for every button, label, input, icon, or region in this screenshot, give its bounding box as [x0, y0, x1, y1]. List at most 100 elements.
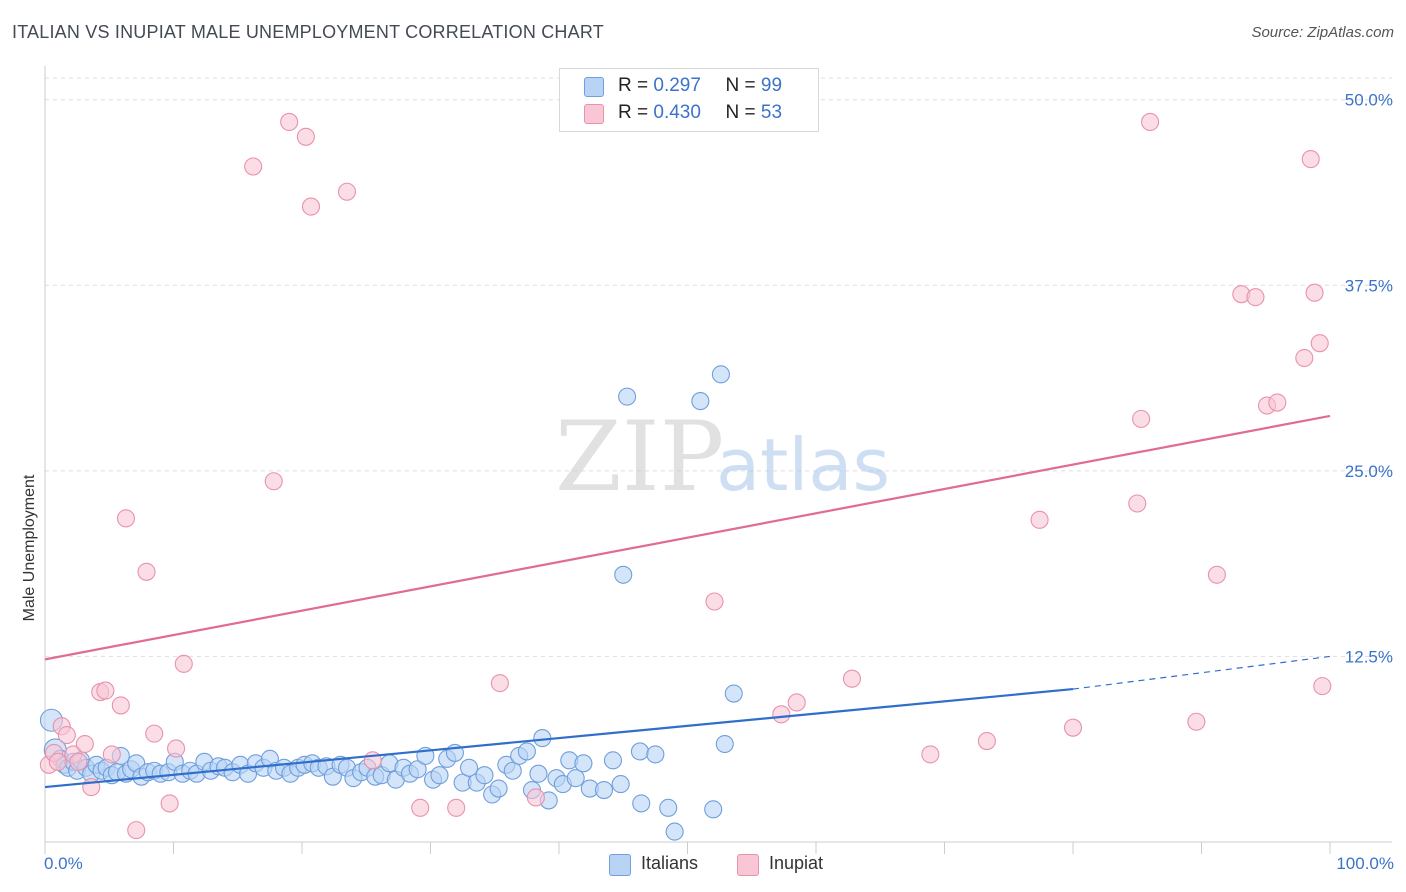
italians-point [459, 758, 479, 777]
italians-point [614, 565, 633, 584]
inupiat-point [1295, 348, 1314, 368]
italians-point [665, 822, 684, 841]
watermark-zip: ZIP [555, 401, 724, 513]
italians-trend-line [44, 687, 1074, 789]
inupiat-point [772, 705, 791, 724]
inupiat-point [787, 693, 806, 712]
x-tick-label: 0.0% [44, 854, 83, 873]
inupiat-trend-line [44, 414, 1331, 661]
inupiat-point [1128, 494, 1147, 513]
italians-point [715, 734, 734, 754]
inupiat-point [280, 112, 299, 132]
italians-point [618, 387, 637, 406]
inupiat-point [1305, 283, 1324, 302]
italians-swatch-icon [584, 77, 604, 97]
inupiat-point [264, 472, 283, 491]
legend-n-value: 53 [760, 102, 783, 123]
inupiat-point [57, 726, 76, 745]
italians-point [630, 742, 650, 761]
legend-r-value: 0.297 [653, 75, 701, 96]
inupiat-point [921, 745, 940, 764]
legend-label-italians: Italians [641, 853, 699, 873]
x-tick-label: 100.0% [1336, 854, 1394, 873]
inupiat-swatch-icon [584, 104, 604, 124]
chart-title: ITALIAN VS INUPIAT MALE UNEMPLOYMENT COR… [12, 22, 604, 42]
inupiat-point [1207, 565, 1226, 584]
watermark-atlas: atlas [716, 423, 890, 507]
legend-r-label: R = [618, 75, 649, 96]
inupiat-point [167, 739, 186, 758]
inupiat-point [160, 794, 179, 813]
italians-point [529, 764, 548, 783]
inupiat-point [1246, 288, 1265, 307]
inupiat-point [75, 734, 94, 754]
inupiat-swatch-icon [737, 854, 759, 876]
italians-point [724, 684, 743, 703]
italians-point [566, 769, 585, 788]
italians-point [517, 742, 536, 761]
italians-point [603, 751, 623, 770]
inupiat-point [69, 752, 88, 771]
legend-n-label: N = [725, 102, 756, 123]
italians-point [430, 766, 449, 785]
inupiat-point [111, 696, 130, 715]
inupiat-point [102, 745, 121, 764]
inupiat-point [48, 752, 67, 771]
inupiat-point [137, 562, 156, 581]
inupiat-point [296, 127, 315, 146]
legend-r-value: 0.430 [653, 102, 701, 123]
italians-point [574, 754, 593, 773]
inupiat-point [977, 731, 996, 751]
inupiat-point [705, 592, 724, 611]
inupiat-point [1313, 677, 1332, 696]
watermark: ZIP atlas [555, 401, 890, 513]
italians-point [475, 766, 494, 785]
inupiat-point [490, 674, 509, 693]
inupiat-point [1268, 393, 1287, 412]
italians-point [704, 800, 723, 819]
italians-trend-extension [1072, 655, 1331, 690]
inupiat-point [1063, 718, 1083, 737]
y-tick-label: 50.0% [1345, 91, 1393, 110]
inupiat-point [116, 509, 136, 528]
series-inupiat-points [39, 112, 1332, 840]
chart-source: Source: ZipAtlas.com [1251, 24, 1394, 41]
y-axis-label: Male Unemployment [21, 474, 38, 621]
inupiat-point [301, 197, 321, 216]
inupiat-point [127, 821, 146, 840]
inupiat-point [174, 654, 193, 673]
italians-point [611, 775, 630, 794]
trend-lines [44, 414, 1331, 789]
inupiat-point [447, 798, 466, 817]
italians-point [659, 798, 678, 817]
italians-swatch-icon [609, 854, 631, 876]
inupiat-point [145, 724, 164, 743]
legend-r-label: R = [618, 102, 649, 123]
italians-point [489, 779, 508, 798]
italians-point [711, 365, 730, 384]
inupiat-point [842, 669, 862, 688]
y-tick-label: 37.5% [1345, 276, 1393, 295]
italians-point [691, 392, 710, 411]
italians-point [594, 780, 614, 800]
inupiat-point [1141, 112, 1160, 132]
italians-point [408, 760, 427, 779]
inupiat-point [337, 182, 357, 201]
inupiat-point [1187, 712, 1206, 731]
inupiat-point [1132, 409, 1151, 428]
y-tick-label: 12.5% [1345, 647, 1393, 666]
inupiat-point [1030, 510, 1049, 529]
inupiat-point [526, 788, 545, 807]
inupiat-point [411, 798, 430, 817]
italians-point [646, 745, 665, 764]
legend-label-inupiat: Inupiat [769, 853, 824, 873]
inupiat-point [244, 157, 263, 176]
inupiat-point [96, 681, 115, 700]
legend-series: Italians Inupiat [0, 852, 1406, 878]
tick-labels: 12.5% 25.0% 37.5% 50.0% 0.0% 100.0% [44, 91, 1394, 873]
inupiat-point [1310, 334, 1329, 353]
italians-point [632, 794, 651, 813]
legend-stats: R = 0.297 N = 99 R = 0.430 N = 53 [559, 68, 819, 132]
legend-n-value: 99 [760, 75, 783, 96]
